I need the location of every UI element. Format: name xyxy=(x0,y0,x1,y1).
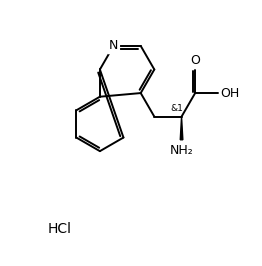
Text: &1: &1 xyxy=(171,104,183,113)
Text: NH₂: NH₂ xyxy=(170,144,193,157)
Text: OH: OH xyxy=(220,86,240,99)
Polygon shape xyxy=(180,117,183,140)
Text: N: N xyxy=(109,39,118,52)
Text: O: O xyxy=(190,54,200,67)
Text: HCl: HCl xyxy=(48,222,72,236)
